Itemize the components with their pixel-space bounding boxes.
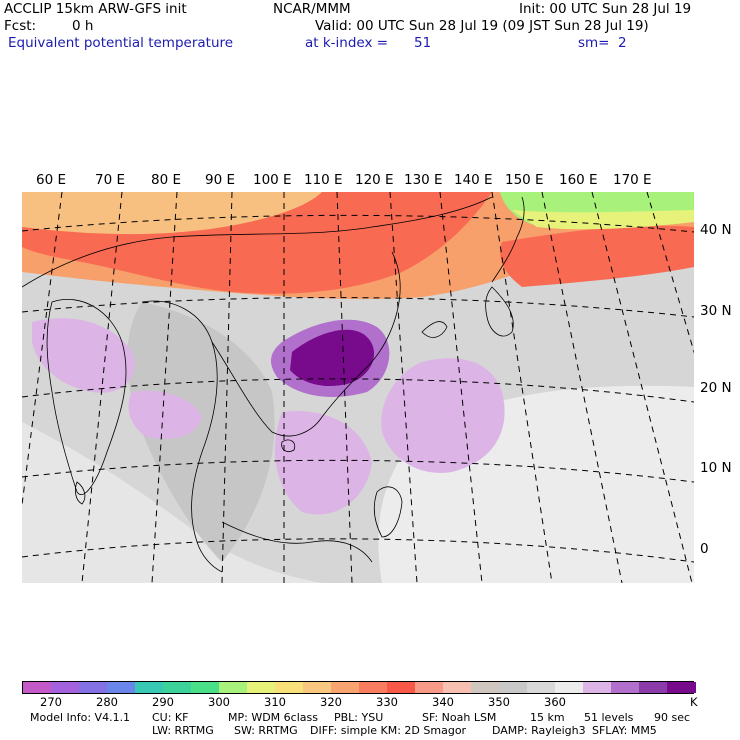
smoothing-label: sm=	[578, 35, 610, 51]
colorbar-swatch	[415, 682, 444, 693]
colorbar-label: 310	[264, 695, 286, 709]
smoothing-value: 2	[618, 35, 627, 51]
lon-label: 170 E	[613, 172, 652, 188]
colorbar-swatch	[23, 682, 52, 693]
cu-scheme: CU: KF	[152, 711, 189, 724]
field-deep-purple-china	[290, 329, 375, 387]
theta-e-map	[22, 192, 694, 583]
colorbar-swatch	[583, 682, 612, 693]
colorbar-swatch	[611, 682, 640, 693]
model-info: Model Info: V4.1.1	[30, 711, 131, 724]
level-value: 51	[414, 35, 432, 51]
lon-label: 160 E	[559, 172, 598, 188]
time-step: 90 sec	[654, 711, 691, 724]
colorbar-swatch	[639, 682, 668, 693]
field-lilac-scs	[274, 411, 372, 515]
colorbar-label: 270	[40, 695, 62, 709]
damp-scheme: DAMP: Rayleigh3	[492, 724, 586, 737]
colorbar-swatch	[219, 682, 248, 693]
diff-scheme: DIFF: simple KM: 2D Smagor	[310, 724, 467, 737]
graticule	[22, 192, 694, 583]
colorbar-label: 300	[208, 695, 230, 709]
sflay-scheme: SFLAY: MM5	[592, 724, 657, 737]
valid-time: Valid: 00 UTC Sun 28 Jul 19 (09 JST Sun …	[315, 18, 649, 34]
colorbar-swatch	[331, 682, 360, 693]
pbl-scheme: PBL: YSU	[334, 711, 384, 724]
colorbar-unit: K	[690, 695, 698, 709]
colorbar-label: 330	[376, 695, 398, 709]
lon-label: 140 E	[454, 172, 493, 188]
lon-label: 150 E	[505, 172, 544, 188]
lon-label: 120 E	[355, 172, 394, 188]
lon-label: 100 E	[253, 172, 292, 188]
colorbar-label: 360	[544, 695, 566, 709]
colorbar-swatch	[107, 682, 136, 693]
field-orange-north	[22, 192, 322, 235]
colorbar-swatch	[527, 682, 556, 693]
model-title: ACCLIP 15km ARW-GFS init	[4, 1, 187, 17]
lat-label: 20 N	[700, 380, 732, 396]
colorbar-swatch	[555, 682, 584, 693]
organization: NCAR/MMM	[273, 1, 351, 17]
level-label: at k-index =	[305, 35, 389, 51]
colorbar-swatch	[667, 682, 696, 693]
field-light-tropics	[22, 422, 322, 583]
lon-label: 70 E	[95, 172, 125, 188]
mp-scheme: MP: WDM 6class	[228, 711, 318, 724]
lon-label: 110 E	[304, 172, 343, 188]
colorbar-swatch	[471, 682, 500, 693]
field-yellow-northeast	[512, 210, 694, 230]
colorbar-swatch	[163, 682, 192, 693]
lon-label: 130 E	[404, 172, 443, 188]
colorbar-swatch	[191, 682, 220, 693]
sw-scheme: SW: RRTMG	[234, 724, 298, 737]
sf-scheme: SF: Noah LSM	[422, 711, 497, 724]
forecast-value: 0 h	[72, 18, 94, 34]
lw-scheme: LW: RRTMG	[152, 724, 214, 737]
colorbar-swatch	[275, 682, 304, 693]
colorbar-label: 320	[320, 695, 342, 709]
colorbar-label: 280	[96, 695, 118, 709]
lon-label: 90 E	[205, 172, 235, 188]
colorbar-swatch	[79, 682, 108, 693]
field-gray-land	[127, 302, 275, 562]
init-time: Init: 00 UTC Sun 28 Jul 19	[519, 1, 692, 17]
colorbar-swatch	[387, 682, 416, 693]
colorbar-label: 340	[432, 695, 454, 709]
lon-label: 60 E	[36, 172, 66, 188]
colorbar-swatch	[359, 682, 388, 693]
colorbar-swatch	[135, 682, 164, 693]
lon-label: 80 E	[151, 172, 181, 188]
field-name: Equivalent potential temperature	[8, 35, 234, 51]
field-lilac-bay	[128, 390, 202, 439]
field-lilac-india	[32, 318, 135, 393]
colorbar-label: 350	[488, 695, 510, 709]
colorbar-swatch	[443, 682, 472, 693]
colorbar-label: 290	[152, 695, 174, 709]
colorbar-swatch	[51, 682, 80, 693]
colorbar-swatch	[303, 682, 332, 693]
vertical-levels: 51 levels	[584, 711, 634, 724]
lat-label: 0	[700, 541, 709, 557]
coastlines	[22, 196, 525, 573]
lat-label: 30 N	[700, 303, 732, 319]
forecast-label: Fcst:	[4, 18, 37, 34]
resolution: 15 km	[530, 711, 565, 724]
lat-label: 40 N	[700, 222, 732, 238]
colorbar-swatch	[247, 682, 276, 693]
colorbar-swatch	[499, 682, 528, 693]
field-hot-japan	[500, 225, 694, 287]
field-lilac-east	[381, 358, 505, 473]
colorbar	[22, 681, 696, 694]
lat-label: 10 N	[700, 460, 732, 476]
